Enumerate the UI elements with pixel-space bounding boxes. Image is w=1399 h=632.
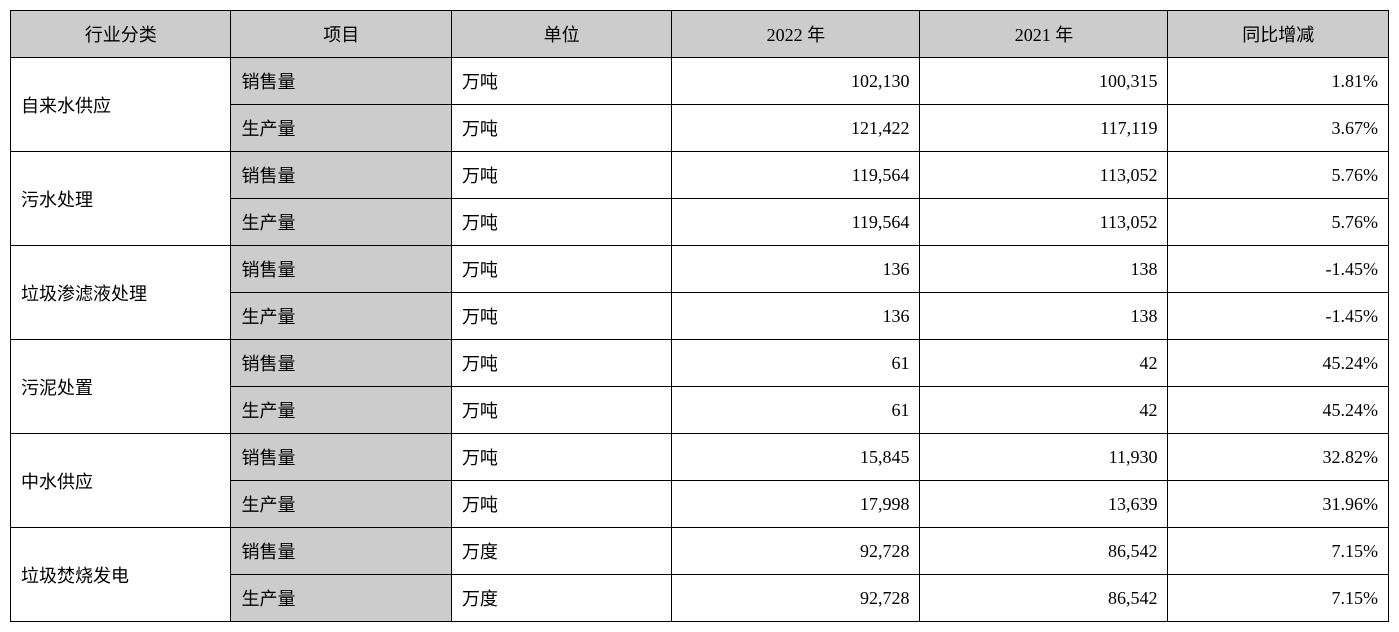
unit-label: 万吨: [451, 387, 671, 434]
value-2022: 61: [672, 340, 920, 387]
value-2021: 11,930: [920, 434, 1168, 481]
value-2021: 100,315: [920, 58, 1168, 105]
header-year2022: 2022 年: [672, 11, 920, 58]
value-2021: 113,052: [920, 152, 1168, 199]
value-2021: 86,542: [920, 528, 1168, 575]
value-2022: 119,564: [672, 152, 920, 199]
value-2022: 15,845: [672, 434, 920, 481]
value-change: 5.76%: [1168, 152, 1389, 199]
table-row: 自来水供应 销售量 万吨 102,130 100,315 1.81%: [11, 58, 1389, 105]
item-label: 生产量: [231, 293, 451, 340]
value-2022: 92,728: [672, 528, 920, 575]
category-name: 污水处理: [11, 152, 231, 246]
unit-label: 万吨: [451, 152, 671, 199]
table-row: 污水处理 销售量 万吨 119,564 113,052 5.76%: [11, 152, 1389, 199]
category-name: 垃圾焚烧发电: [11, 528, 231, 622]
value-2022: 136: [672, 246, 920, 293]
header-unit: 单位: [451, 11, 671, 58]
value-change: 45.24%: [1168, 387, 1389, 434]
table-body: 自来水供应 销售量 万吨 102,130 100,315 1.81% 生产量 万…: [11, 58, 1389, 622]
item-label: 生产量: [231, 199, 451, 246]
value-2021: 138: [920, 246, 1168, 293]
value-change: 45.24%: [1168, 340, 1389, 387]
category-name: 自来水供应: [11, 58, 231, 152]
value-change: -1.45%: [1168, 293, 1389, 340]
value-change: 31.96%: [1168, 481, 1389, 528]
item-label: 销售量: [231, 340, 451, 387]
value-2022: 61: [672, 387, 920, 434]
value-2021: 42: [920, 340, 1168, 387]
item-label: 销售量: [231, 152, 451, 199]
value-change: 3.67%: [1168, 105, 1389, 152]
value-2022: 92,728: [672, 575, 920, 622]
table-header-row: 行业分类 项目 单位 2022 年 2021 年 同比增减: [11, 11, 1389, 58]
data-table: 行业分类 项目 单位 2022 年 2021 年 同比增减 自来水供应 销售量 …: [10, 10, 1389, 622]
value-change: 7.15%: [1168, 528, 1389, 575]
table-row: 污泥处置 销售量 万吨 61 42 45.24%: [11, 340, 1389, 387]
item-label: 销售量: [231, 246, 451, 293]
value-2021: 86,542: [920, 575, 1168, 622]
value-change: 32.82%: [1168, 434, 1389, 481]
table-row: 中水供应 销售量 万吨 15,845 11,930 32.82%: [11, 434, 1389, 481]
table-row: 垃圾渗滤液处理 销售量 万吨 136 138 -1.45%: [11, 246, 1389, 293]
value-2022: 136: [672, 293, 920, 340]
value-2021: 42: [920, 387, 1168, 434]
unit-label: 万吨: [451, 340, 671, 387]
unit-label: 万吨: [451, 293, 671, 340]
item-label: 销售量: [231, 58, 451, 105]
category-name: 污泥处置: [11, 340, 231, 434]
value-2021: 13,639: [920, 481, 1168, 528]
table-row: 垃圾焚烧发电 销售量 万度 92,728 86,542 7.15%: [11, 528, 1389, 575]
value-change: 5.76%: [1168, 199, 1389, 246]
value-2022: 102,130: [672, 58, 920, 105]
value-change: 1.81%: [1168, 58, 1389, 105]
unit-label: 万吨: [451, 199, 671, 246]
item-label: 生产量: [231, 481, 451, 528]
unit-label: 万度: [451, 528, 671, 575]
category-name: 垃圾渗滤液处理: [11, 246, 231, 340]
item-label: 生产量: [231, 105, 451, 152]
value-2022: 17,998: [672, 481, 920, 528]
unit-label: 万吨: [451, 434, 671, 481]
item-label: 销售量: [231, 434, 451, 481]
header-year2021: 2021 年: [920, 11, 1168, 58]
unit-label: 万度: [451, 575, 671, 622]
value-2022: 119,564: [672, 199, 920, 246]
value-change: -1.45%: [1168, 246, 1389, 293]
unit-label: 万吨: [451, 58, 671, 105]
value-2022: 121,422: [672, 105, 920, 152]
value-change: 7.15%: [1168, 575, 1389, 622]
item-label: 生产量: [231, 387, 451, 434]
unit-label: 万吨: [451, 105, 671, 152]
item-label: 销售量: [231, 528, 451, 575]
category-name: 中水供应: [11, 434, 231, 528]
value-2021: 117,119: [920, 105, 1168, 152]
header-change: 同比增减: [1168, 11, 1389, 58]
unit-label: 万吨: [451, 246, 671, 293]
item-label: 生产量: [231, 575, 451, 622]
header-item: 项目: [231, 11, 451, 58]
value-2021: 138: [920, 293, 1168, 340]
unit-label: 万吨: [451, 481, 671, 528]
header-category: 行业分类: [11, 11, 231, 58]
value-2021: 113,052: [920, 199, 1168, 246]
